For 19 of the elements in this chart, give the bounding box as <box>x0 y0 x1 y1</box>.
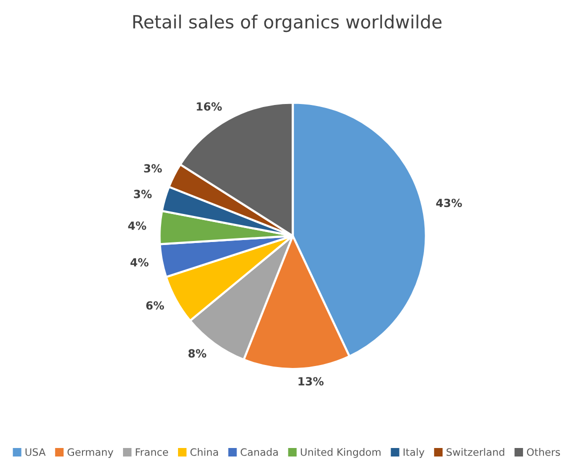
legend-label: China <box>190 448 218 456</box>
legend-label: Switzerland <box>446 448 504 456</box>
legend-label: USA <box>26 448 46 456</box>
legend-label: France <box>136 448 168 456</box>
legend-label: Germany <box>68 448 114 458</box>
data-label: 3% <box>134 190 152 198</box>
legend-label: United Kingdom <box>300 448 381 458</box>
legend-label: Others <box>526 448 560 456</box>
data-label: 3% <box>144 164 162 173</box>
data-label: 4% <box>128 221 146 230</box>
legend-label: Italy <box>404 448 424 458</box>
chart-title: Retail sales of organics worldwilde <box>133 14 442 32</box>
data-label: 13% <box>298 377 324 386</box>
data-label: 16% <box>196 102 222 111</box>
data-label: 8% <box>188 349 206 358</box>
legend-label: Canada <box>240 448 278 456</box>
data-label: 43% <box>436 198 462 208</box>
data-label: 6% <box>146 301 164 310</box>
data-label: 4% <box>130 258 148 267</box>
